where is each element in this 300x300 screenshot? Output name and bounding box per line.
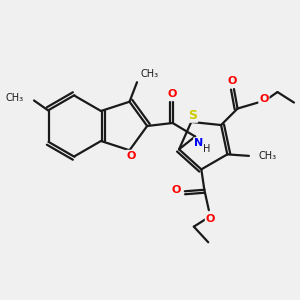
Text: CH₃: CH₃ — [259, 151, 277, 161]
Text: O: O — [126, 151, 136, 161]
Text: O: O — [168, 88, 177, 99]
Text: CH₃: CH₃ — [140, 69, 158, 79]
Text: O: O — [206, 214, 215, 224]
Text: O: O — [172, 185, 181, 195]
Text: N: N — [194, 138, 203, 148]
Text: S: S — [188, 109, 197, 122]
Text: H: H — [203, 144, 210, 154]
Text: CH₃: CH₃ — [5, 92, 23, 103]
Text: O: O — [259, 94, 269, 104]
Text: O: O — [228, 76, 237, 85]
